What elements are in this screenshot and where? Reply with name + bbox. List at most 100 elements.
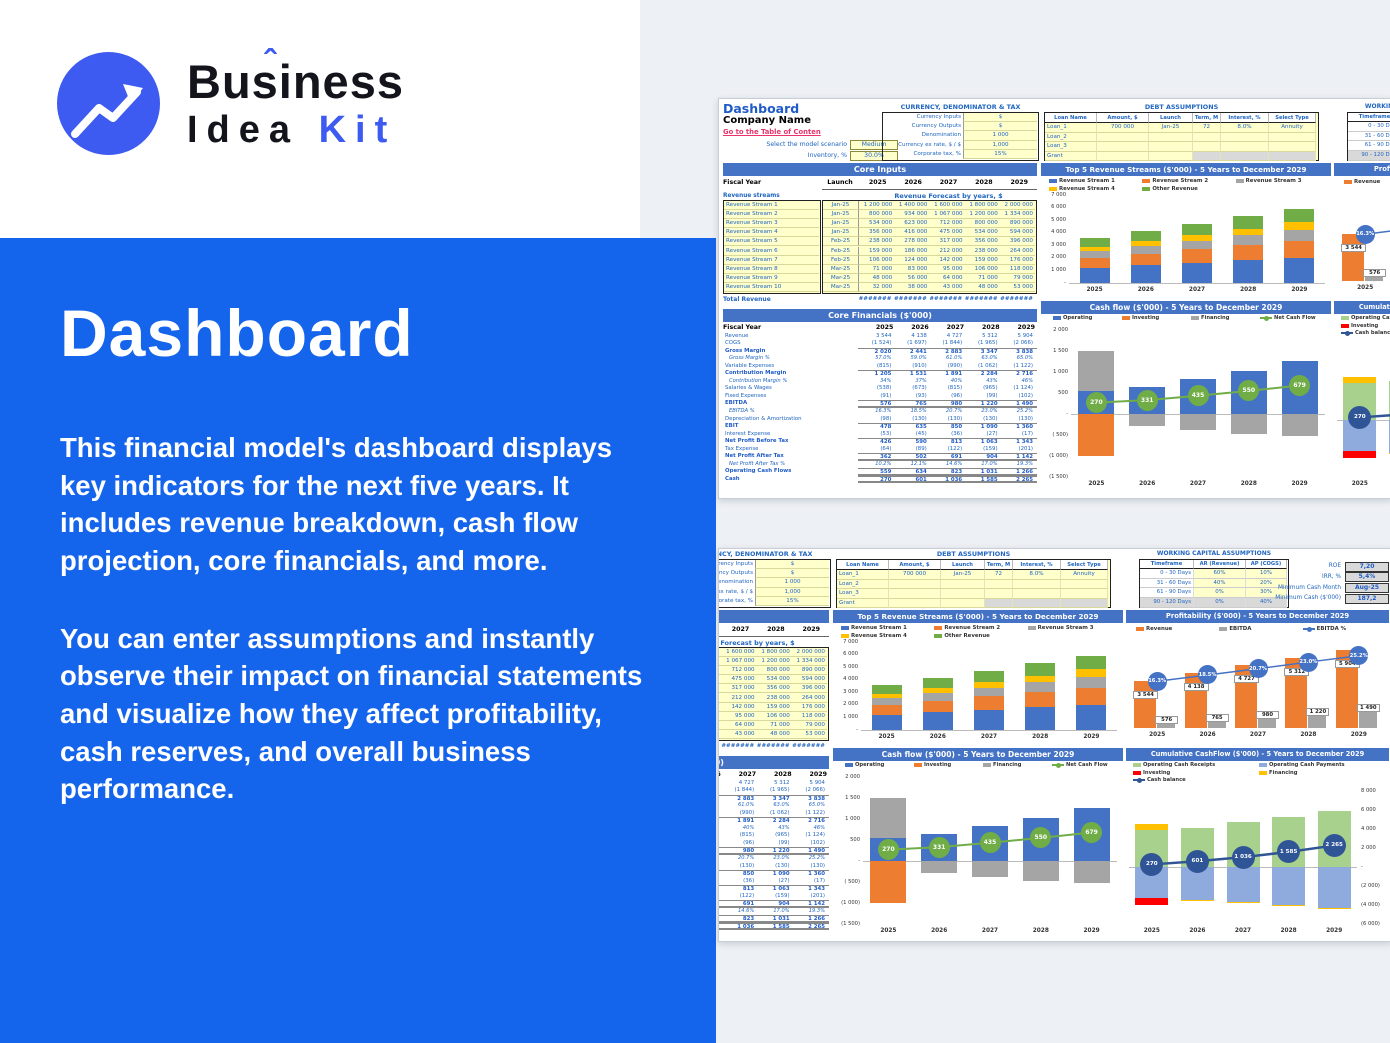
stream-value-cell[interactable]: 317 000 [929, 237, 965, 247]
debt-cell[interactable]: Loan_3 [1045, 142, 1097, 152]
stream-value-cell[interactable]: 32 000 [859, 283, 895, 292]
stream-value-cell[interactable]: 800 000 [859, 210, 895, 220]
stream-value-cell[interactable]: 38 000 [719, 730, 722, 739]
stream-value-cell[interactable]: 106 000 [756, 712, 792, 721]
stream-value-cell[interactable]: 800 000 [756, 666, 792, 676]
stream-value-cell[interactable]: 159 000 [859, 247, 895, 256]
stream-launch-cell[interactable]: Feb-25 [823, 246, 859, 256]
stream-name-cell[interactable]: Revenue Stream 9 [724, 274, 819, 283]
stream-name-cell[interactable]: Revenue Stream 10 [724, 283, 819, 292]
stream-value-cell[interactable]: 534 000 [859, 219, 895, 229]
stream-value-cell[interactable]: 396 000 [791, 684, 827, 694]
stream-value-cell[interactable]: 475 000 [929, 228, 965, 238]
stream-value-cell[interactable]: 534 000 [964, 228, 1000, 238]
debt-cell[interactable] [1193, 151, 1221, 162]
stream-value-cell[interactable]: 238 000 [756, 694, 792, 703]
debt-cell[interactable] [1269, 151, 1316, 162]
currency-value-cell[interactable]: $ [963, 122, 1037, 132]
stream-name-cell[interactable]: Revenue Stream 2 [724, 210, 819, 220]
debt-cell[interactable] [941, 579, 985, 590]
debt-cell[interactable] [1269, 132, 1316, 143]
stream-value-cell[interactable]: 106 000 [964, 265, 1000, 274]
debt-cell[interactable] [1193, 132, 1221, 143]
stream-value-cell[interactable]: 475 000 [721, 675, 757, 685]
stream-value-cell[interactable]: 79 000 [791, 721, 827, 730]
debt-cell[interactable] [1221, 151, 1269, 162]
stream-value-cell[interactable]: 264 000 [791, 694, 827, 703]
stream-value-cell[interactable]: 159 000 [756, 703, 792, 712]
debt-cell[interactable] [985, 579, 1013, 590]
stream-value-cell[interactable]: 53 000 [999, 283, 1035, 292]
stream-value-cell[interactable]: 186 000 [719, 694, 722, 703]
stream-value-cell[interactable]: 934 000 [719, 657, 722, 667]
debt-cell[interactable]: Loan_2 [837, 579, 889, 590]
stream-launch-cell[interactable]: Feb-25 [823, 237, 859, 247]
stream-launch-cell[interactable]: Mar-25 [823, 264, 859, 274]
stream-value-cell[interactable]: 71 000 [859, 265, 895, 274]
currency-value-cell[interactable]: 15% [963, 149, 1037, 159]
debt-cell[interactable]: 72 [1193, 123, 1221, 133]
stream-value-cell[interactable]: 95 000 [721, 712, 757, 721]
debt-cell[interactable] [1061, 579, 1108, 590]
currency-value-cell[interactable]: 1 000 [963, 131, 1037, 141]
stream-value-cell[interactable]: 1 200 000 [964, 210, 1000, 220]
working-cell[interactable]: 60% [1194, 569, 1246, 579]
stream-value-cell[interactable]: 142 000 [929, 256, 965, 265]
stream-value-cell[interactable]: 1 334 000 [999, 210, 1035, 220]
stream-value-cell[interactable]: 278 000 [719, 684, 722, 694]
stream-value-cell[interactable]: 53 000 [791, 730, 827, 739]
debt-cell[interactable]: Jan-25 [1149, 123, 1193, 133]
debt-cell[interactable]: 700 000 [1097, 123, 1149, 133]
stream-launch-cell[interactable]: Feb-25 [823, 255, 859, 265]
stream-value-cell[interactable]: 356 000 [859, 228, 895, 238]
stream-value-cell[interactable]: 623 000 [894, 219, 930, 229]
working-cell[interactable]: 10% [1246, 569, 1287, 579]
stream-value-cell[interactable]: 396 000 [999, 237, 1035, 247]
stream-value-cell[interactable]: 176 000 [791, 703, 827, 712]
stream-value-cell[interactable]: 142 000 [721, 703, 757, 712]
debt-cell[interactable] [1221, 142, 1269, 152]
debt-cell[interactable]: Loan_1 [837, 570, 889, 580]
stream-launch-cell[interactable]: Mar-25 [823, 273, 859, 283]
stream-value-cell[interactable]: 83 000 [719, 712, 722, 721]
stream-value-cell[interactable]: 56 000 [894, 274, 930, 283]
debt-cell[interactable] [941, 598, 985, 609]
debt-cell[interactable] [1193, 142, 1221, 152]
table-of-contents-link[interactable]: Go to the Table of Conten [723, 128, 821, 136]
stream-launch-cell[interactable]: Jan-25 [823, 219, 859, 229]
debt-cell[interactable] [889, 579, 941, 590]
stream-name-cell[interactable]: Revenue Stream 5 [724, 237, 819, 247]
debt-cell[interactable]: Loan_2 [1045, 132, 1097, 143]
debt-cell[interactable] [985, 598, 1013, 609]
stream-name-cell[interactable]: Revenue Stream 7 [724, 256, 819, 265]
stream-launch-cell[interactable]: Jan-25 [823, 210, 859, 220]
stream-value-cell[interactable]: 416 000 [894, 228, 930, 238]
debt-cell[interactable] [1013, 589, 1061, 599]
stream-value-cell[interactable]: 712 000 [929, 219, 965, 229]
stream-value-cell[interactable]: 1 800 000 [964, 201, 1000, 211]
stream-value-cell[interactable]: 356 000 [756, 684, 792, 694]
stream-value-cell[interactable]: 1 334 000 [791, 657, 827, 667]
debt-cell[interactable]: Grant [1045, 151, 1097, 162]
debt-cell[interactable] [889, 598, 941, 609]
stream-value-cell[interactable]: 1 067 000 [929, 210, 965, 220]
stream-value-cell[interactable]: 278 000 [894, 237, 930, 247]
inventory-input[interactable]: 30.0% [850, 151, 898, 161]
working-cell[interactable]: 30% [1246, 588, 1287, 599]
stream-value-cell[interactable]: 264 000 [999, 247, 1035, 256]
stream-value-cell[interactable]: 56 000 [719, 721, 722, 730]
currency-value-cell[interactable]: 1,000 [963, 140, 1037, 150]
debt-cell[interactable]: Loan_1 [1045, 123, 1097, 133]
debt-cell[interactable]: 8.0% [1013, 570, 1061, 580]
stream-value-cell[interactable]: 64 000 [721, 721, 757, 730]
stream-value-cell[interactable]: 712 000 [721, 666, 757, 676]
stream-value-cell[interactable]: 594 000 [999, 228, 1035, 238]
stream-value-cell[interactable]: 1 400 000 [894, 201, 930, 211]
stream-value-cell[interactable]: 159 000 [964, 256, 1000, 265]
debt-cell[interactable] [1269, 142, 1316, 152]
currency-value-cell[interactable]: $ [755, 560, 829, 570]
stream-value-cell[interactable]: 106 000 [859, 256, 895, 265]
debt-cell[interactable] [1097, 151, 1149, 162]
working-cell[interactable]: 0% [1194, 598, 1246, 608]
stream-value-cell[interactable]: 124 000 [719, 703, 722, 712]
